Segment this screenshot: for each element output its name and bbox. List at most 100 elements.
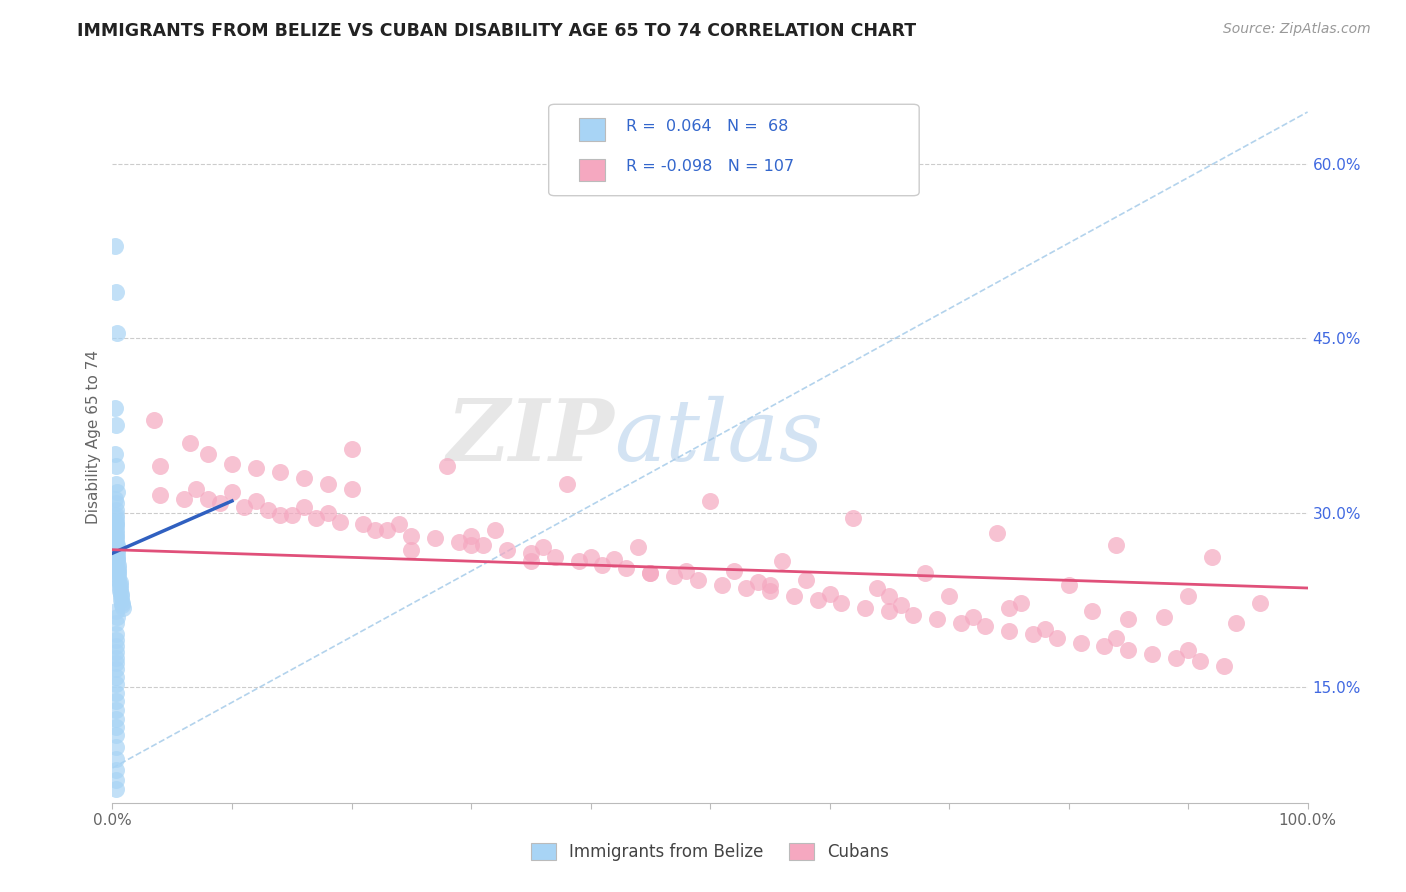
- Point: [107, 561, 129, 575]
- Point: [1189, 654, 1212, 668]
- Point: [105, 515, 128, 529]
- Text: R = -0.098   N = 107: R = -0.098 N = 107: [627, 159, 794, 174]
- Point: [962, 610, 984, 624]
- Point: [104, 401, 127, 415]
- Point: [447, 534, 470, 549]
- Point: [149, 488, 172, 502]
- Text: ZIP: ZIP: [447, 395, 614, 479]
- Point: [107, 573, 129, 587]
- Point: [107, 564, 129, 578]
- Point: [316, 476, 339, 491]
- Point: [616, 561, 638, 575]
- Point: [866, 581, 889, 595]
- Point: [281, 508, 304, 522]
- Point: [1118, 612, 1140, 626]
- Point: [105, 538, 128, 552]
- Point: [105, 459, 128, 474]
- Point: [603, 552, 626, 566]
- Point: [401, 542, 423, 557]
- Bar: [579, 119, 605, 141]
- Point: [105, 662, 128, 676]
- Point: [105, 517, 128, 532]
- Point: [105, 712, 128, 726]
- Point: [543, 549, 565, 564]
- Point: [269, 508, 291, 522]
- Point: [110, 592, 132, 607]
- Point: [105, 670, 128, 684]
- Text: R =  0.064   N =  68: R = 0.064 N = 68: [627, 119, 789, 134]
- Point: [794, 573, 817, 587]
- Point: [735, 581, 758, 595]
- Point: [108, 581, 131, 595]
- Point: [914, 566, 936, 580]
- Point: [1118, 642, 1140, 657]
- Point: [105, 627, 128, 641]
- Point: [316, 506, 339, 520]
- Point: [105, 764, 128, 778]
- Point: [105, 484, 128, 499]
- Point: [759, 577, 782, 591]
- Point: [149, 459, 172, 474]
- Point: [257, 503, 280, 517]
- Point: [974, 619, 997, 633]
- Point: [105, 740, 128, 755]
- Point: [105, 554, 128, 568]
- Point: [110, 587, 132, 601]
- Point: [105, 645, 128, 659]
- Point: [173, 491, 195, 506]
- Point: [1142, 647, 1164, 661]
- Point: [233, 500, 256, 514]
- Point: [105, 657, 128, 671]
- Point: [105, 693, 128, 707]
- Point: [1105, 631, 1128, 645]
- Point: [1057, 577, 1080, 591]
- Point: [329, 515, 352, 529]
- Point: [520, 546, 543, 560]
- Point: [108, 584, 131, 599]
- Point: [531, 541, 554, 555]
- Point: [105, 604, 128, 618]
- Point: [105, 523, 128, 537]
- Point: [472, 538, 495, 552]
- Point: [1010, 596, 1032, 610]
- Point: [105, 703, 128, 717]
- Point: [460, 538, 482, 552]
- Point: [340, 442, 363, 456]
- Point: [105, 285, 128, 299]
- Point: [340, 483, 363, 497]
- Point: [221, 457, 243, 471]
- Point: [592, 558, 614, 572]
- Point: [305, 511, 328, 525]
- Point: [105, 650, 128, 665]
- Point: [1177, 642, 1199, 657]
- Point: [105, 503, 128, 517]
- Point: [460, 529, 482, 543]
- Point: [1081, 604, 1104, 618]
- Point: [1022, 627, 1045, 641]
- Point: [105, 511, 128, 525]
- Point: [1166, 650, 1188, 665]
- Point: [104, 448, 127, 462]
- Point: [245, 494, 267, 508]
- Point: [112, 600, 135, 615]
- Point: [105, 549, 128, 564]
- Point: [688, 573, 710, 587]
- Point: [105, 541, 128, 555]
- Point: [627, 541, 650, 555]
- Point: [292, 500, 315, 514]
- Point: [723, 564, 745, 578]
- Point: [105, 542, 128, 557]
- Point: [364, 523, 387, 537]
- Point: [105, 772, 128, 787]
- Point: [269, 465, 291, 479]
- Point: [1249, 596, 1271, 610]
- Point: [711, 577, 734, 591]
- Point: [855, 600, 877, 615]
- Point: [197, 491, 219, 506]
- Point: [179, 436, 201, 450]
- Point: [950, 615, 973, 630]
- Point: [105, 615, 128, 630]
- Point: [747, 575, 769, 590]
- Point: [105, 531, 128, 545]
- Point: [105, 526, 128, 541]
